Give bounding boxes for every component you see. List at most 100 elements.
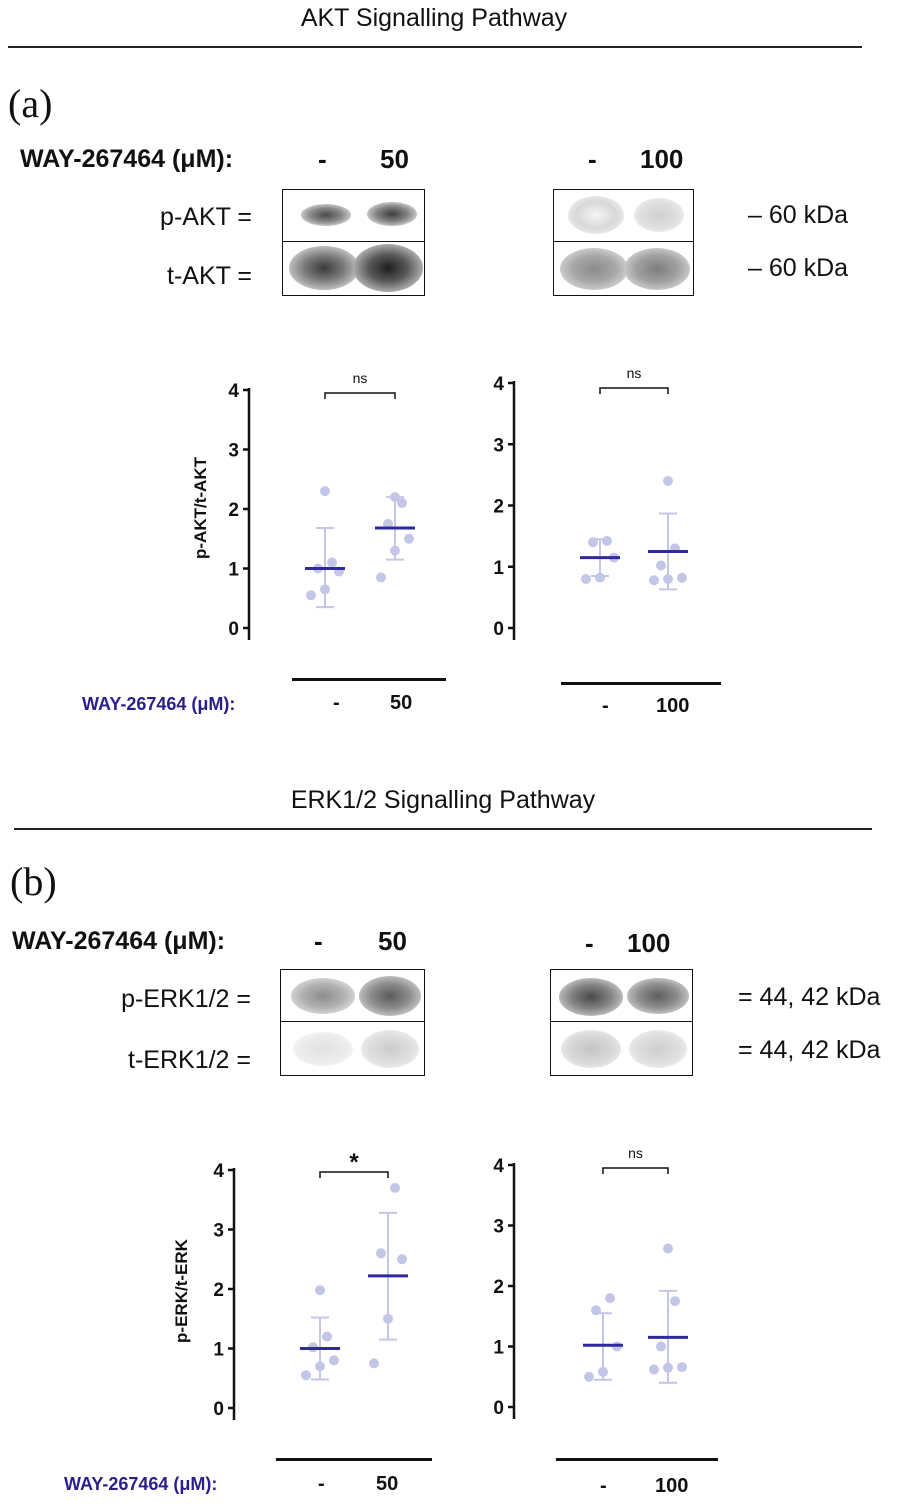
data-point — [677, 572, 687, 583]
data-point — [605, 1293, 615, 1304]
western-blot-image — [280, 969, 425, 1076]
scatter-chart-akt-50: 0 1 2 3 4 ns — [228, 370, 415, 640]
lane-label-control: - — [314, 926, 323, 956]
data-point — [670, 1296, 680, 1307]
significance-label: ns — [628, 1145, 643, 1161]
y-tick-label: 3 — [493, 435, 504, 456]
y-tick-label: 1 — [493, 1338, 504, 1359]
category-label: 100 — [655, 1475, 689, 1497]
category-label: - — [333, 692, 340, 714]
y-tick-label: 3 — [213, 1221, 224, 1242]
y-tick-label: 0 — [213, 1399, 224, 1420]
section-title-erk: ERK1/2 Signalling Pathway — [290, 786, 596, 814]
blot-row-label: t-ERK1/2 = — [128, 1046, 251, 1074]
data-point — [383, 1313, 393, 1324]
lane-label-dose: 50 — [380, 144, 409, 174]
y-tick-label: 4 — [228, 381, 239, 402]
protein-band — [627, 978, 689, 1014]
y-tick-label: 0 — [228, 619, 239, 640]
y-tick-label: 0 — [493, 1398, 504, 1419]
blot-divider — [283, 241, 424, 242]
protein-band — [634, 198, 684, 232]
protein-band — [301, 204, 351, 226]
scatter-chart-erk-50: 0 1 2 3 4 * — [213, 1149, 408, 1420]
data-point — [663, 1243, 673, 1254]
x-axis-bar — [556, 1458, 718, 1461]
category-label: - — [600, 1475, 607, 1497]
lane-label-dose: 100 — [640, 144, 684, 174]
protein-band — [367, 202, 417, 226]
kda-marker: = 44, 42 kDa — [738, 1036, 881, 1064]
x-axis-label: WAY-267464 (μM): — [64, 1474, 218, 1494]
significance-bracket — [324, 392, 396, 399]
data-point — [315, 1361, 325, 1372]
blot-divider — [551, 1021, 692, 1022]
category-label: 50 — [390, 692, 413, 714]
category-label: 50 — [376, 1473, 399, 1495]
scatter-chart-akt-100: 0 1 2 3 4 ns — [493, 365, 688, 640]
data-point — [663, 1362, 673, 1373]
blot-divider — [554, 241, 693, 242]
x-axis-bar — [292, 678, 446, 681]
data-point — [581, 574, 591, 584]
data-point — [320, 486, 330, 497]
lane-label-control: - — [585, 928, 594, 958]
treatment-label: WAY-267464 (μM): — [12, 927, 226, 955]
y-axis-label: p-AKT/t-AKT — [191, 457, 210, 559]
significance-bracket — [319, 1171, 389, 1178]
lane-label-dose: 100 — [627, 928, 671, 958]
y-axis-label: p-ERK/t-ERK — [172, 1239, 191, 1343]
y-tick-label: 4 — [213, 1161, 224, 1182]
data-point — [301, 1370, 311, 1381]
y-tick-label: 4 — [493, 374, 504, 395]
data-point — [649, 575, 659, 586]
y-tick-label: 2 — [228, 500, 239, 521]
data-point — [376, 572, 386, 583]
x-axis-label: WAY-267464 (μM): — [82, 694, 236, 714]
category-label: 100 — [656, 695, 690, 717]
category-label: - — [602, 695, 609, 717]
y-tick-label: 1 — [213, 1340, 224, 1361]
data-point — [306, 590, 316, 601]
data-point — [397, 1254, 407, 1265]
protein-band — [289, 246, 359, 290]
section-divider — [14, 828, 872, 830]
data-point — [383, 518, 393, 529]
data-point — [649, 1364, 659, 1375]
data-point — [390, 492, 400, 503]
data-point — [598, 1366, 608, 1377]
significance-bracket — [602, 1167, 669, 1174]
data-point — [677, 1362, 687, 1373]
section-divider — [8, 46, 862, 48]
data-point — [663, 476, 673, 486]
data-point — [376, 1248, 386, 1259]
kda-marker: = 44, 42 kDa — [738, 983, 881, 1011]
blot-divider — [281, 1021, 424, 1022]
data-point — [663, 574, 673, 584]
data-point — [320, 584, 330, 595]
significance-label: * — [349, 1149, 359, 1176]
panel-label-a: (a) — [8, 81, 53, 126]
y-tick-label: 2 — [493, 497, 504, 518]
treatment-label: WAY-267464 (μM): — [20, 145, 234, 173]
section-title-akt: AKT Signalling Pathway — [300, 4, 568, 32]
protein-band — [353, 244, 423, 292]
y-tick-label: 2 — [493, 1277, 504, 1298]
protein-band — [624, 248, 690, 290]
protein-band — [629, 1030, 687, 1068]
protein-band — [293, 1032, 353, 1066]
category-label: - — [318, 1473, 325, 1495]
data-point — [595, 572, 605, 583]
data-point — [327, 557, 337, 568]
data-point — [404, 533, 414, 544]
data-point — [656, 1341, 666, 1352]
western-blot-image — [282, 189, 425, 296]
data-point — [584, 1371, 594, 1382]
protein-band — [291, 978, 355, 1014]
y-tick-label: 2 — [213, 1280, 224, 1301]
y-tick-label: 1 — [493, 558, 504, 579]
data-point — [588, 537, 598, 548]
data-point — [390, 545, 400, 556]
data-point — [656, 560, 666, 571]
protein-band — [568, 196, 624, 234]
